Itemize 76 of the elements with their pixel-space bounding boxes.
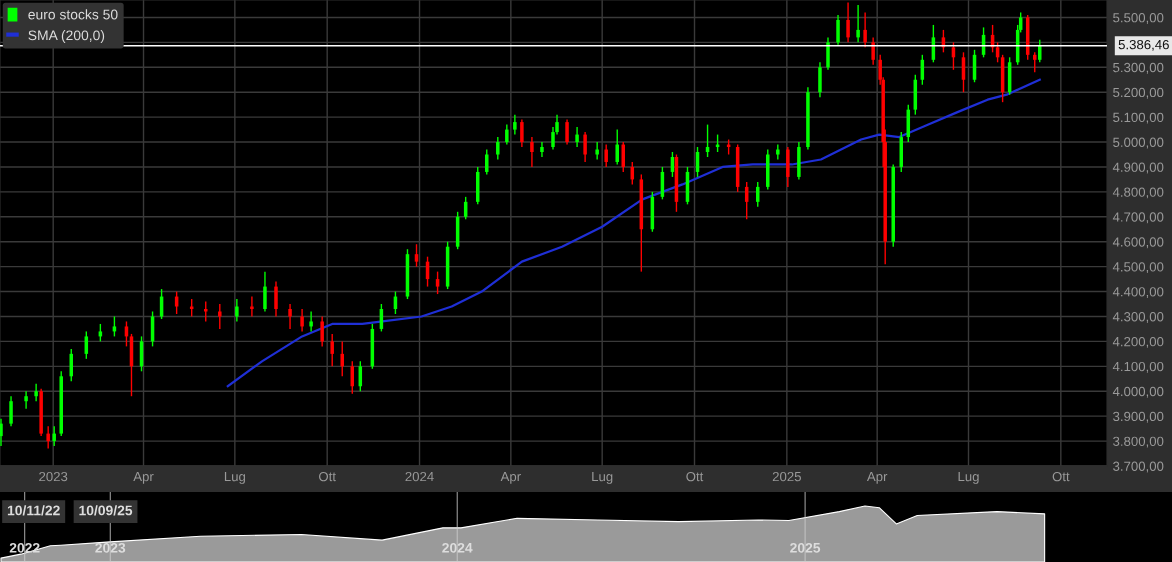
candlestick	[46, 425, 50, 450]
x-tick-label: 2023	[39, 471, 68, 482]
y-tick-label: 5.000,00	[1113, 137, 1164, 149]
y-tick-label: 4.200,00	[1112, 336, 1164, 348]
candlestick	[513, 113, 517, 136]
y-tick-label: 4.400,00	[1112, 287, 1164, 299]
x-tick-label: 2023	[95, 542, 126, 553]
x-tick-label: Apr	[866, 472, 888, 484]
y-tick-label: 4.600,00	[1112, 237, 1164, 249]
candlestick	[235, 298, 239, 323]
candlestick	[288, 303, 292, 330]
candlestick	[330, 333, 334, 368]
candlestick	[340, 340, 344, 377]
candlestick	[263, 270, 267, 313]
x-tick-label: Apr	[133, 472, 154, 484]
candlestick	[0, 417, 3, 447]
candlestick	[540, 141, 544, 158]
candlestick	[1038, 39, 1042, 63]
candlestick	[34, 383, 38, 402]
legend-label: SMA (200,0)	[28, 30, 105, 43]
candlestick	[856, 4, 860, 44]
candlestick	[565, 118, 569, 146]
candlestick	[274, 280, 278, 318]
x-tick-label: Ott	[319, 471, 336, 482]
candlestick	[621, 141, 626, 173]
annotation: 10/11/22	[7, 505, 60, 516]
candlestick	[485, 148, 489, 176]
candlestick	[583, 131, 587, 163]
candlestick	[615, 128, 619, 166]
candlestick	[871, 36, 875, 66]
y-tick-label: 4.500,00	[1112, 262, 1164, 274]
y-tick-label: 5.200,00	[1113, 87, 1164, 99]
candlestick	[836, 14, 840, 46]
x-tick-label: Lug	[224, 472, 246, 484]
y-tick-label: 5.500,00	[1113, 13, 1164, 24]
y-tick-label: 5.100,00	[1113, 112, 1164, 124]
x-tick-label: 2025	[790, 542, 821, 553]
y-tick-label: 3.800,00	[1113, 436, 1164, 448]
candlestick	[52, 425, 56, 447]
candlestick	[505, 123, 509, 146]
candlestick	[9, 395, 13, 427]
x-tick-label: Lug	[592, 472, 613, 484]
candlestick	[604, 143, 608, 168]
y-tick-label: 4.000,00	[1112, 386, 1164, 398]
candlestick	[846, 1, 850, 44]
candlestick	[24, 390, 28, 410]
y-tick-label: 4.800,00	[1112, 187, 1164, 199]
ref-line-label: 5.386,46	[1118, 39, 1169, 51]
x-tick-label: Lug	[958, 472, 979, 484]
x-tick-label: 2025	[772, 471, 801, 482]
candlestick	[414, 243, 419, 268]
candlestick	[530, 136, 534, 168]
x-tick-label: Apr	[500, 472, 521, 484]
y-tick-label: 4.300,00	[1112, 312, 1164, 323]
x-tick-label: 2024	[442, 542, 473, 553]
candlestick	[595, 141, 599, 161]
candlestick	[520, 118, 524, 148]
line-series	[226, 78, 1041, 388]
y-tick-label: 5.300,00	[1113, 62, 1164, 74]
candlestick	[218, 303, 222, 330]
annotation: 10/09/25	[79, 505, 133, 516]
y-tick-label: 3.900,00	[1113, 411, 1164, 423]
y-tick-label: 4.100,00	[1112, 361, 1164, 373]
y-tick-label: 4.700,00	[1112, 212, 1164, 224]
y-tick-label: 3.700,00	[1113, 461, 1164, 473]
candlestick	[320, 315, 324, 348]
candlestick	[300, 308, 304, 333]
x-tick-label: Ott	[1052, 471, 1070, 482]
candlestick	[309, 310, 313, 333]
x-tick-label: 2024	[405, 471, 434, 482]
y-tick-label: 4.900,00	[1112, 162, 1164, 174]
legend-label: euro stocks 50	[28, 9, 118, 20]
x-tick-label: Ott	[686, 471, 704, 482]
candlestick	[496, 136, 500, 161]
candlestick	[575, 126, 579, 148]
candlestick	[435, 270, 440, 295]
